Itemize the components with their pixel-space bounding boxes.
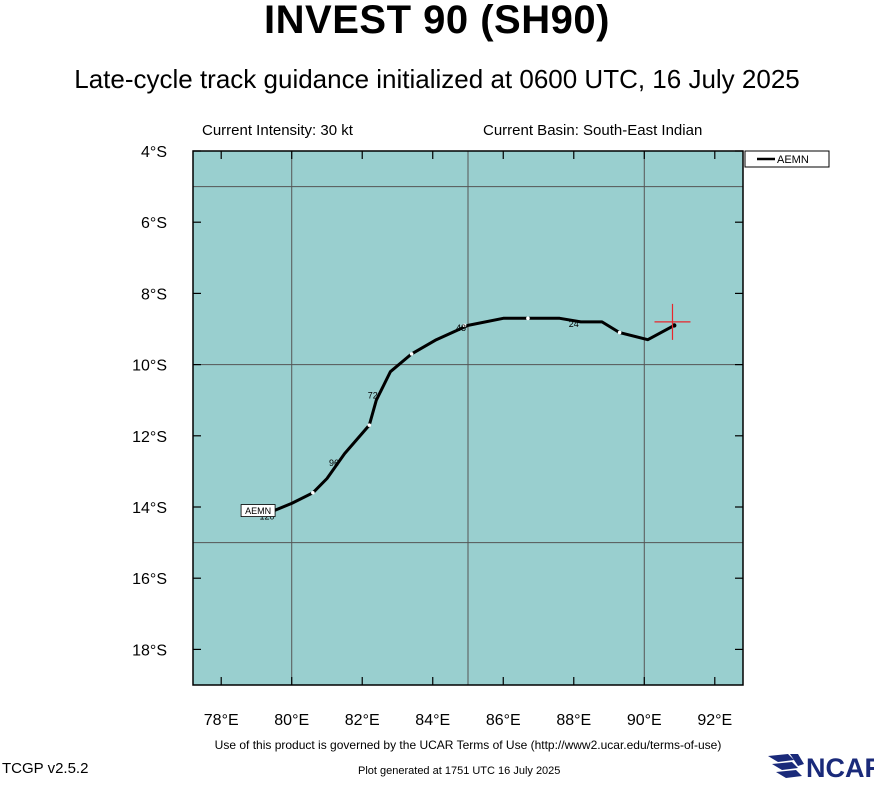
version-label: TCGP v2.5.2 — [2, 760, 89, 777]
forecast-hour-label: 48 — [456, 323, 466, 333]
terms-of-use: Use of this product is governed by the U… — [214, 738, 722, 752]
x-tick-label: 82°E — [345, 712, 380, 729]
x-tick-label: 86°E — [486, 712, 521, 729]
axes: 78°E 80°E 82°E 84°E 86°E 88°E 90°E 92°E 4°S 6°S 8°… — [132, 144, 743, 729]
x-tick-label: 88°E — [556, 712, 591, 729]
y-tick-label: 10°S — [132, 358, 167, 375]
x-tick-label: 84°E — [415, 712, 450, 729]
y-tick-label: 8°S — [141, 286, 167, 303]
track-time-mark — [311, 490, 315, 495]
forecast-hour-label: 96 — [329, 458, 339, 468]
ncar-logo: NCAR — [768, 752, 874, 783]
forecast-hour-label: 24 — [569, 319, 579, 329]
track-time-mark — [617, 330, 622, 335]
track-end-box — [240, 504, 276, 517]
track-time-mark — [462, 323, 467, 328]
chart-title: INVEST 90 (SH90) — [264, 0, 610, 42]
legend-box — [744, 150, 830, 168]
track-time-mark — [409, 352, 414, 356]
track-start-point — [672, 323, 677, 328]
x-tick-label: 78°E — [204, 712, 239, 729]
y-tick-label: 18°S — [132, 642, 167, 659]
current-basin: Current Basin: South-East Indian — [483, 122, 703, 139]
chart-subtitle: Late-cycle track guidance initialized at… — [74, 64, 800, 94]
y-tick-label: 12°S — [132, 429, 167, 446]
gridlines — [193, 151, 743, 685]
y-tick-label: 6°S — [141, 215, 167, 232]
plot-frame — [192, 150, 744, 686]
track-time-mark — [526, 316, 530, 321]
y-tick-label: 14°S — [132, 500, 167, 517]
y-tick-label: 4°S — [141, 144, 167, 161]
track-line-aemn — [273, 316, 675, 512]
legend-entry: AEMN — [777, 154, 809, 166]
legend: AEMN — [744, 150, 830, 168]
track-end-label: AEMN — [245, 506, 271, 516]
current-intensity: Current Intensity: 30 kt — [202, 122, 353, 139]
x-tick-label: 80°E — [274, 712, 309, 729]
track-time-mark — [367, 423, 372, 427]
x-tick-label: 90°E — [627, 712, 662, 729]
y-tick-label: 16°S — [132, 571, 167, 588]
track-layer: 24487296120AEMN — [240, 303, 691, 521]
forecast-hour-label: 72 — [368, 390, 378, 400]
x-tick-label: 92°E — [697, 712, 732, 729]
logo-text: NCAR — [806, 753, 874, 780]
generated-timestamp: Plot generated at 1751 UTC 16 July 2025 — [358, 765, 561, 777]
